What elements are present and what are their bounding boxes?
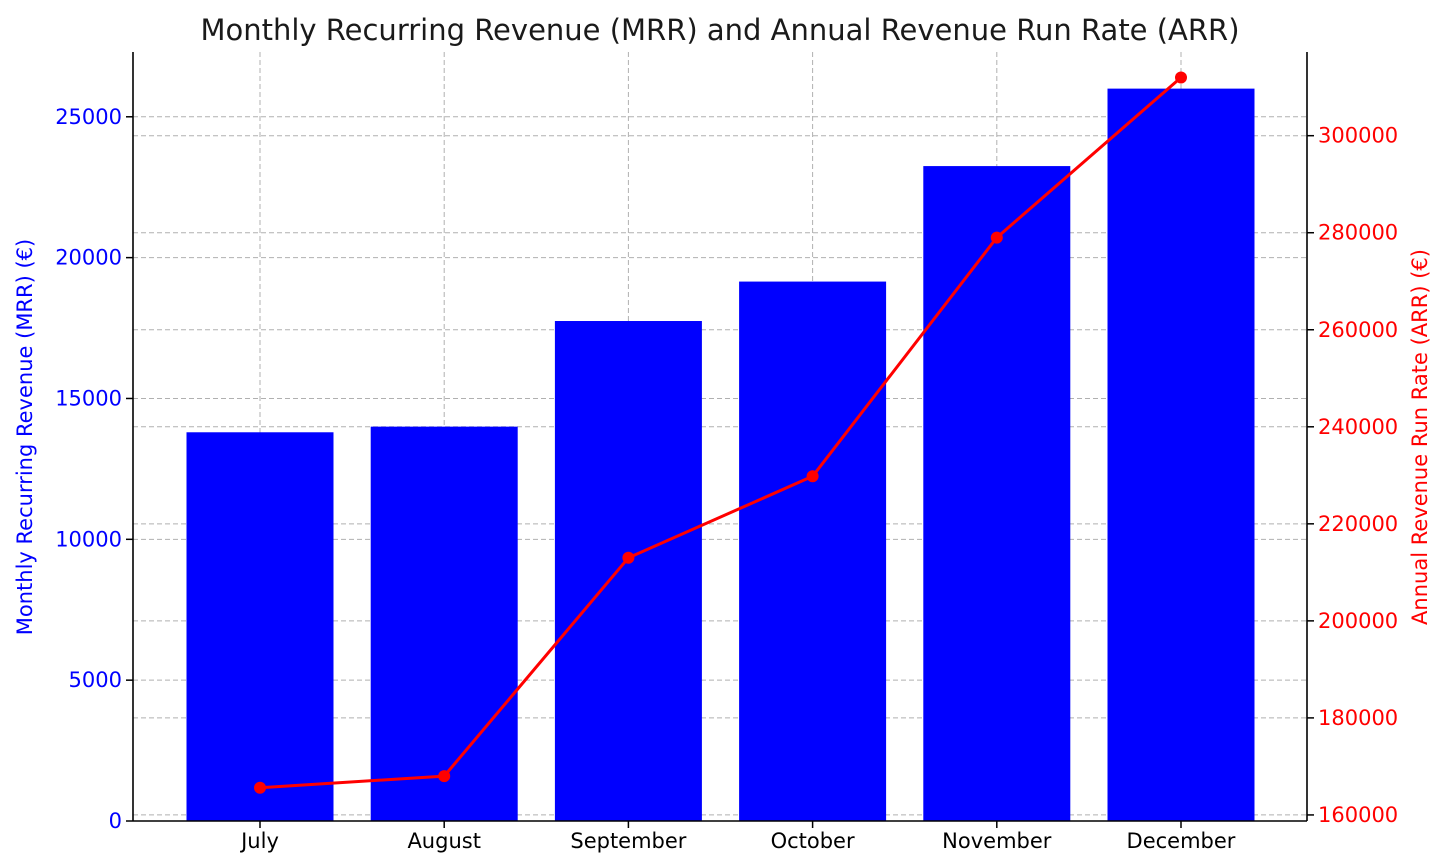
x-tick-label: September bbox=[570, 829, 686, 853]
y-axis-label-left: Monthly Recurring Revenue (MRR) (€) bbox=[13, 239, 37, 635]
y-axis-label-right: Annual Revenue Run Rate (ARR) (€) bbox=[1408, 249, 1432, 625]
y-tick-label-right: 220000 bbox=[1318, 512, 1398, 536]
bar-mrr-september bbox=[554, 321, 702, 821]
y-tick-label-right: 300000 bbox=[1318, 124, 1398, 148]
bar-mrr-november bbox=[923, 166, 1071, 822]
y-tick-label-left: 20000 bbox=[55, 246, 122, 270]
arr-point-august bbox=[438, 770, 451, 783]
y-tick-label-right: 200000 bbox=[1318, 609, 1398, 633]
arr-point-november bbox=[990, 231, 1003, 244]
arr-point-december bbox=[1175, 71, 1187, 84]
bars-layer bbox=[186, 88, 1255, 822]
y-tick-label-right: 280000 bbox=[1318, 221, 1398, 245]
bar-mrr-august bbox=[370, 426, 518, 821]
line-layer bbox=[254, 71, 1187, 794]
x-tick-label: July bbox=[239, 829, 279, 853]
arr-point-october bbox=[806, 470, 819, 483]
y-tick-label-left: 15000 bbox=[55, 386, 122, 410]
y-tick-label-right: 240000 bbox=[1318, 415, 1398, 439]
x-tick-label: October bbox=[771, 829, 855, 853]
bar-mrr-october bbox=[739, 281, 887, 822]
y-tick-label-right: 260000 bbox=[1318, 318, 1398, 342]
x-tick-label: November bbox=[942, 829, 1052, 853]
y-tick-label-right: 180000 bbox=[1318, 706, 1398, 730]
axes-layer: 0 5000 10000 15000 20000 25000 160000 180000 200… bbox=[55, 52, 1398, 853]
x-tick-label: August bbox=[407, 829, 481, 853]
y-tick-label-left: 0 bbox=[109, 809, 122, 833]
arr-series-line bbox=[259, 76, 1182, 790]
arr-point-september bbox=[622, 551, 635, 564]
y-tick-label-left: 10000 bbox=[55, 527, 122, 551]
bar-mrr-december bbox=[1107, 88, 1255, 822]
arr-point-july bbox=[254, 781, 266, 794]
y-tick-label-right: 160000 bbox=[1318, 803, 1398, 827]
y-tick-label-left: 5000 bbox=[69, 668, 122, 692]
y-tick-label-left: 25000 bbox=[55, 105, 122, 129]
x-tick-label: December bbox=[1127, 829, 1236, 853]
bar-mrr-july bbox=[186, 432, 334, 821]
chart-title: Monthly Recurring Revenue (MRR) and Annu… bbox=[200, 13, 1239, 47]
